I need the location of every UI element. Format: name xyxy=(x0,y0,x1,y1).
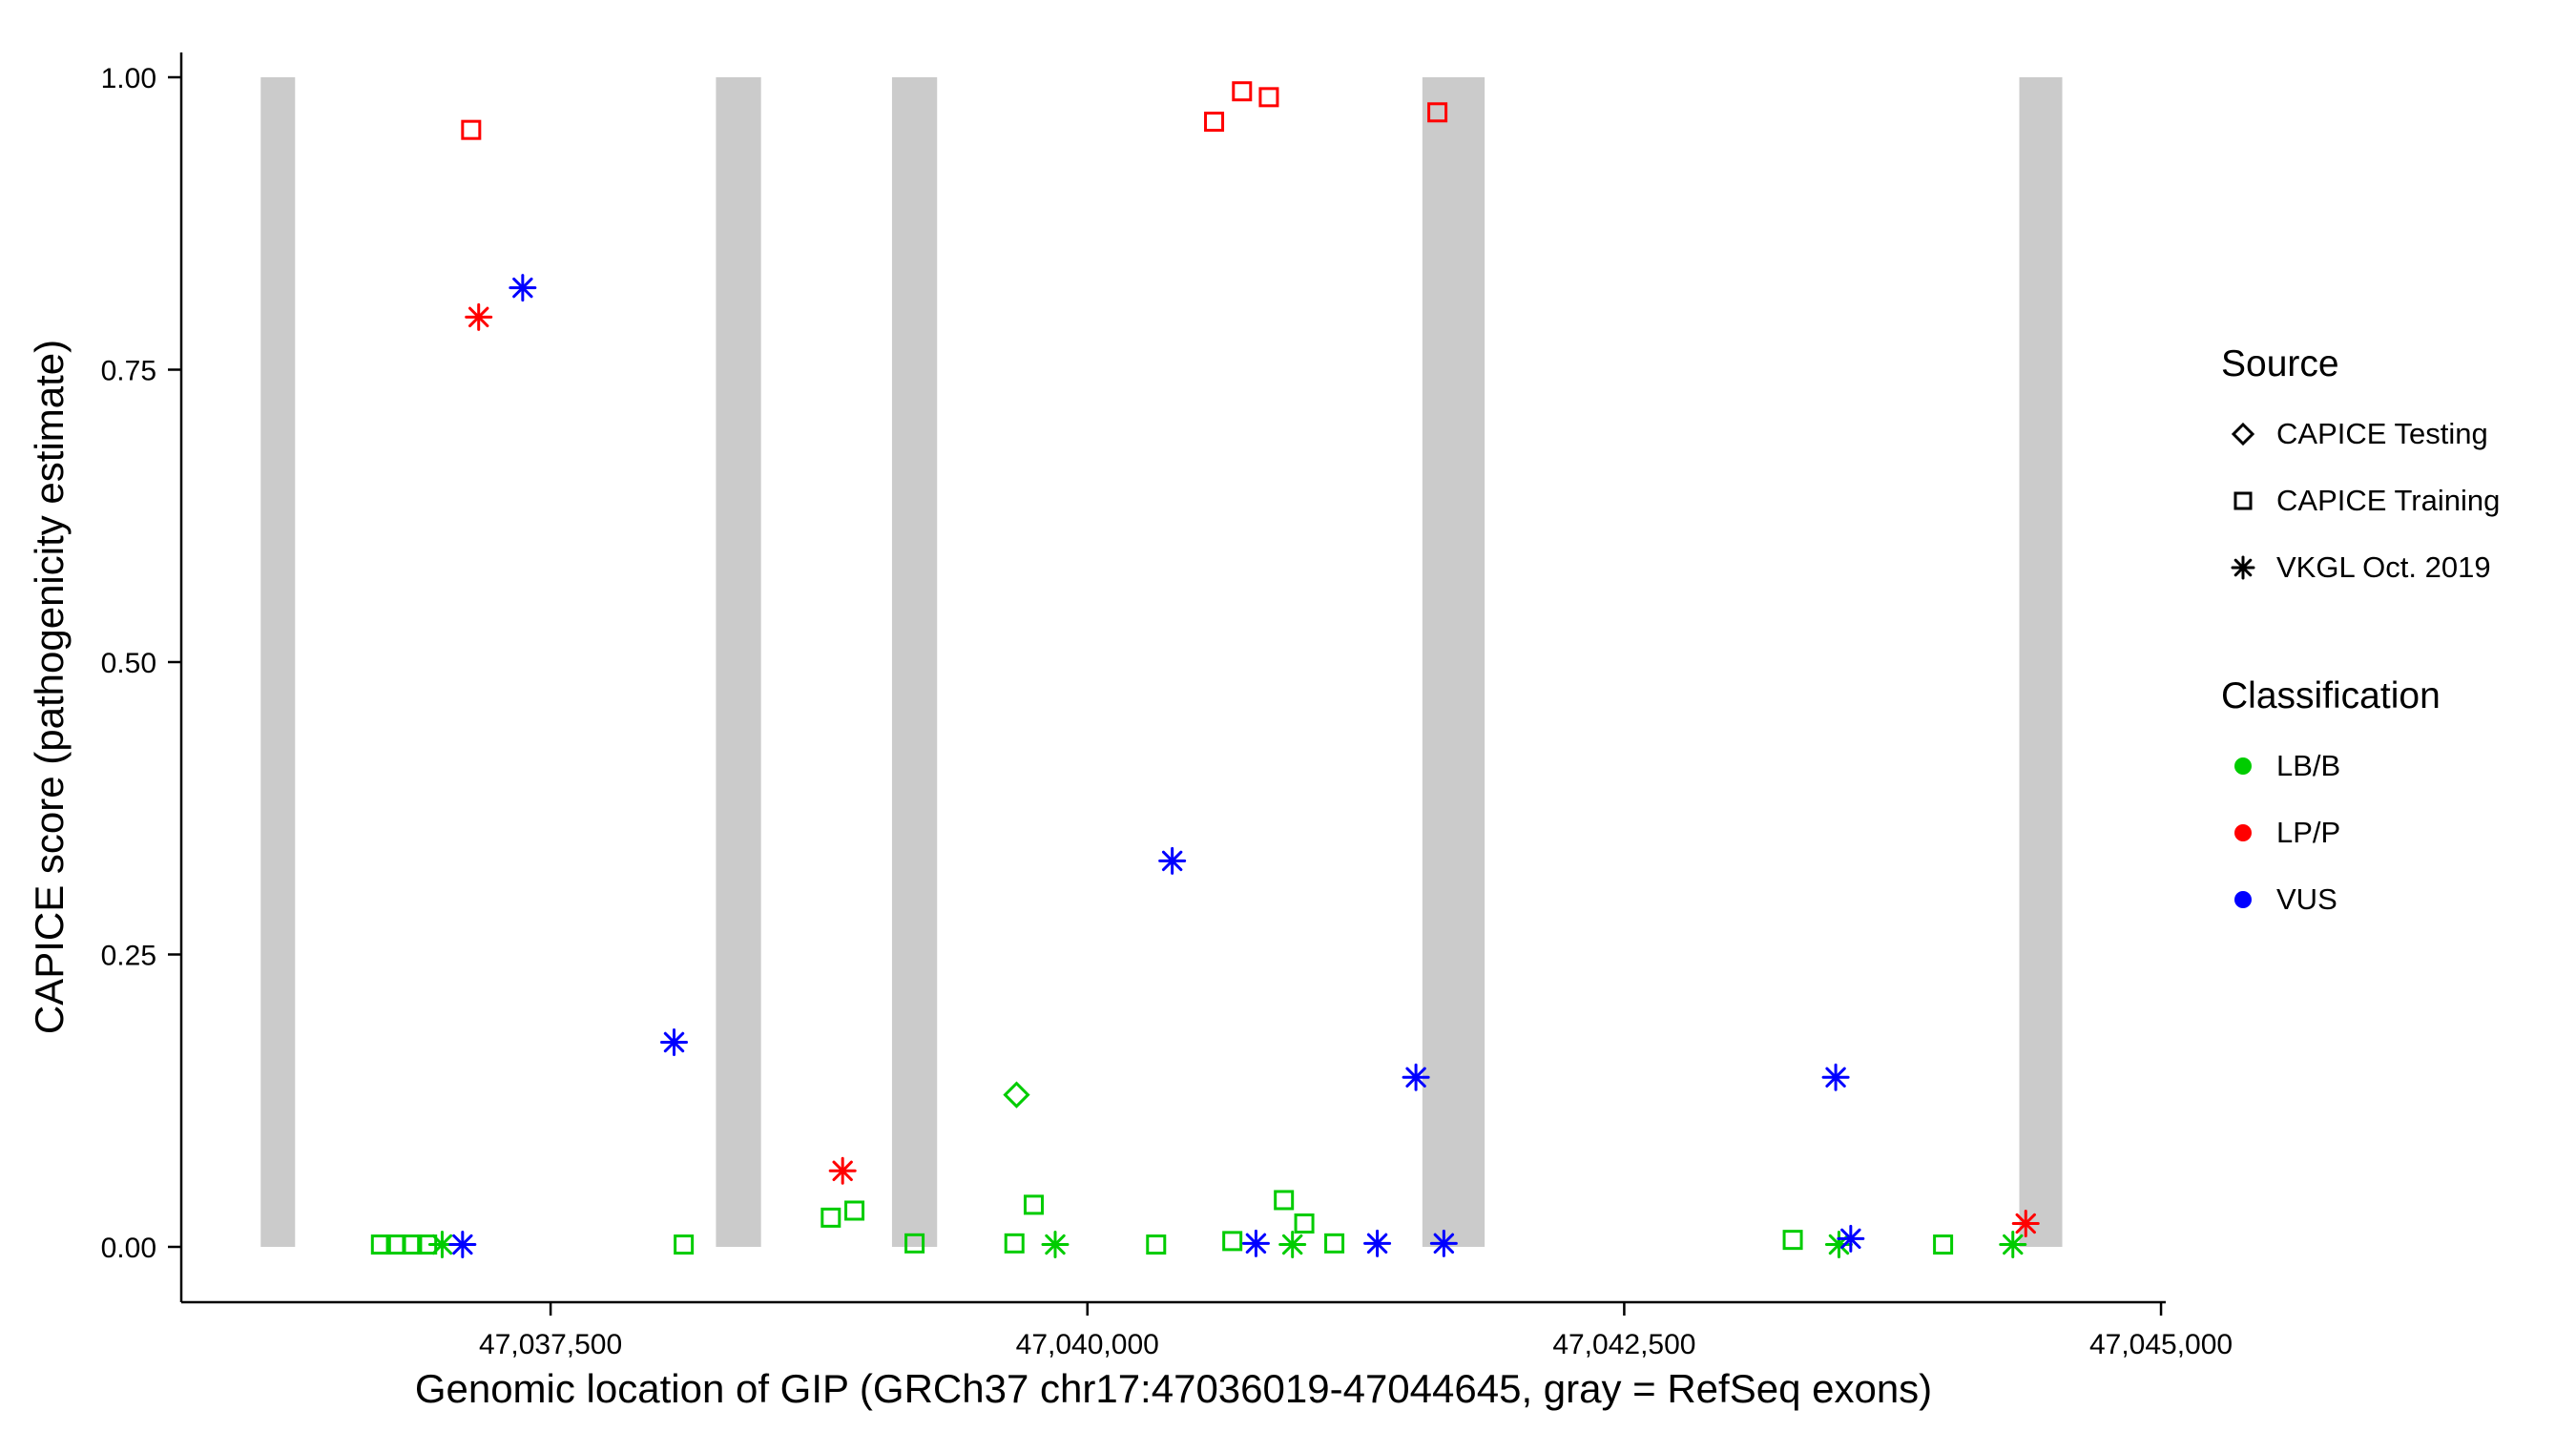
data-point-square xyxy=(1782,1230,1803,1251)
data-point-square xyxy=(402,1234,423,1255)
legend-item-label: CAPICE Training xyxy=(2276,484,2501,517)
y-tick-label: 0.75 xyxy=(101,356,156,387)
data-point-square xyxy=(1146,1234,1167,1255)
data-point-asterisk-arm xyxy=(1045,1234,1066,1255)
data-point-asterisk-arm xyxy=(1840,1228,1861,1250)
data-point-square xyxy=(1204,112,1225,133)
legend-classification-title: Classification xyxy=(2221,675,2441,716)
data-point-asterisk-arm xyxy=(1825,1067,1846,1088)
data-point-square xyxy=(904,1233,925,1254)
legend-source-title: Source xyxy=(2221,343,2339,384)
legend-item: CAPICE Testing xyxy=(2221,401,2500,467)
y-axis-title: CAPICE score (pathogenicity estimate) xyxy=(27,339,72,1035)
legend-item: VKGL Oct. 2019 xyxy=(2221,534,2500,601)
data-point-square xyxy=(674,1234,695,1255)
legend: Source CAPICE Testing CAPICE Training VKGL… xyxy=(2221,343,2500,933)
legend-item-label: CAPICE Testing xyxy=(2276,417,2488,450)
circle-legend-icon xyxy=(2234,891,2252,908)
y-tick-label: 0.00 xyxy=(101,1233,156,1264)
legend-glyph xyxy=(2221,878,2265,922)
data-point-square xyxy=(1324,1233,1345,1254)
legend-item-label: VKGL Oct. 2019 xyxy=(2276,550,2491,584)
data-point-asterisk-arm xyxy=(2003,1234,2024,1255)
data-point-square xyxy=(1427,102,1448,123)
legend-item: LP/P xyxy=(2221,799,2500,866)
x-tick-label: 47,045,000 xyxy=(2089,1329,2233,1360)
legend-item: LB/B xyxy=(2221,733,2500,799)
y-tick-label: 0.50 xyxy=(101,648,156,679)
legend-gap xyxy=(2221,601,2500,675)
data-point-asterisk-arm xyxy=(512,277,533,299)
circle-legend-icon xyxy=(2234,824,2252,841)
data-point-asterisk-arm xyxy=(1161,850,1183,872)
legend-item: CAPICE Training xyxy=(2221,467,2500,534)
refseq-exon-bar xyxy=(1422,77,1485,1247)
diamond-legend-icon xyxy=(2231,422,2255,446)
y-tick-label: 1.00 xyxy=(101,63,156,94)
data-point-square xyxy=(1274,1190,1295,1211)
data-point-diamond xyxy=(1003,1081,1030,1109)
data-point-asterisk-arm xyxy=(832,1160,853,1182)
data-point-square xyxy=(1023,1194,1044,1215)
legend-source-items: CAPICE Testing CAPICE Training VKGL Oct. 2… xyxy=(2221,401,2500,601)
legend-glyph xyxy=(2221,546,2265,590)
legend-glyph xyxy=(2221,811,2265,855)
data-point-square xyxy=(370,1234,391,1255)
data-point-asterisk-arm xyxy=(468,306,489,328)
legend-glyph xyxy=(2221,479,2265,523)
x-tick-label: 47,042,500 xyxy=(1552,1329,1695,1360)
data-point-square xyxy=(1258,87,1279,108)
data-point-square xyxy=(1232,81,1253,102)
x-tick-label: 47,037,500 xyxy=(479,1329,622,1360)
data-point-square xyxy=(844,1200,865,1221)
refseq-exon-bar xyxy=(260,77,296,1247)
data-point-square xyxy=(1004,1233,1025,1254)
data-point-asterisk-arm xyxy=(1245,1233,1267,1255)
circle-legend-icon xyxy=(2234,757,2252,775)
legend-item-label: LP/P xyxy=(2276,816,2341,849)
refseq-exon-bar xyxy=(891,77,938,1247)
x-axis-title: Genomic location of GIP (GRCh37 chr17:47… xyxy=(414,1366,1933,1411)
data-point-square xyxy=(1294,1213,1315,1234)
data-point-square xyxy=(1933,1234,1954,1255)
data-point-square xyxy=(1222,1231,1243,1252)
data-point-asterisk-arm xyxy=(1405,1067,1426,1088)
legend-item-label: VUS xyxy=(2276,882,2337,916)
data-point-asterisk-arm xyxy=(2015,1213,2036,1234)
legend-glyph xyxy=(2221,412,2265,456)
data-point-asterisk-arm xyxy=(452,1234,473,1255)
data-point-asterisk-arm xyxy=(1433,1233,1455,1255)
legend-item: VUS xyxy=(2221,866,2500,933)
legend-classification-items: LB/B LP/P VUS xyxy=(2221,733,2500,933)
legend-item-label: LB/B xyxy=(2276,749,2341,782)
data-point-asterisk-arm xyxy=(1366,1233,1388,1255)
data-point-asterisk-arm xyxy=(431,1234,453,1255)
refseq-exon-bar xyxy=(2019,77,2063,1247)
data-point-square xyxy=(461,119,482,140)
data-point-asterisk-arm xyxy=(1281,1234,1303,1255)
square-legend-icon xyxy=(2233,491,2253,510)
data-point-asterisk-arm xyxy=(663,1031,685,1053)
y-tick-label: 0.25 xyxy=(101,941,156,972)
asterisk-legend-icon xyxy=(2231,555,2255,580)
legend-glyph xyxy=(2221,744,2265,788)
data-point-square xyxy=(821,1207,841,1228)
refseq-exon-bar xyxy=(716,77,761,1247)
x-tick-label: 47,040,000 xyxy=(1016,1329,1159,1360)
